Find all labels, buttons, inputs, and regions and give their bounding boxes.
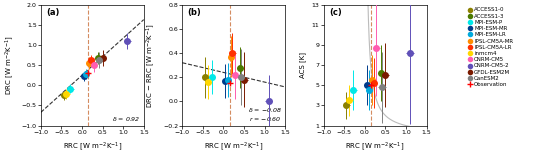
Text: (a): (a) (46, 8, 59, 17)
X-axis label: RRC [W m$^{-2}$K$^{-1}$]: RRC [W m$^{-2}$K$^{-1}$] (346, 140, 405, 153)
Text: (b): (b) (187, 8, 201, 17)
Y-axis label: ACS [K]: ACS [K] (299, 52, 306, 78)
Y-axis label: DRC [W m$^{-2}$K$^{-1}$]: DRC [W m$^{-2}$K$^{-1}$] (3, 35, 16, 95)
X-axis label: RRC [W m$^{-2}$K$^{-1}$]: RRC [W m$^{-2}$K$^{-1}$] (63, 140, 122, 153)
Text: (c): (c) (329, 8, 342, 17)
Y-axis label: DRC $-$ RRC [W m$^{-2}$K$^{-1}$]: DRC $-$ RRC [W m$^{-2}$K$^{-1}$] (144, 23, 158, 108)
Legend: ACCESS1-0, ACCESS1-3, MPI-ESM-P, MPI-ESM-MR, MPI-ESM-LR, IPSL-CM5A-MR, IPSL-CM5A: ACCESS1-0, ACCESS1-3, MPI-ESM-P, MPI-ESM… (468, 8, 513, 87)
X-axis label: RRC [W m$^{-2}$K$^{-1}$]: RRC [W m$^{-2}$K$^{-1}$] (204, 140, 263, 153)
Text: $\delta$ = 0.92: $\delta$ = 0.92 (112, 115, 141, 123)
Text: $\delta$ = $-$0.08
$r$ = $-$0.60: $\delta$ = $-$0.08 $r$ = $-$0.60 (248, 106, 282, 123)
